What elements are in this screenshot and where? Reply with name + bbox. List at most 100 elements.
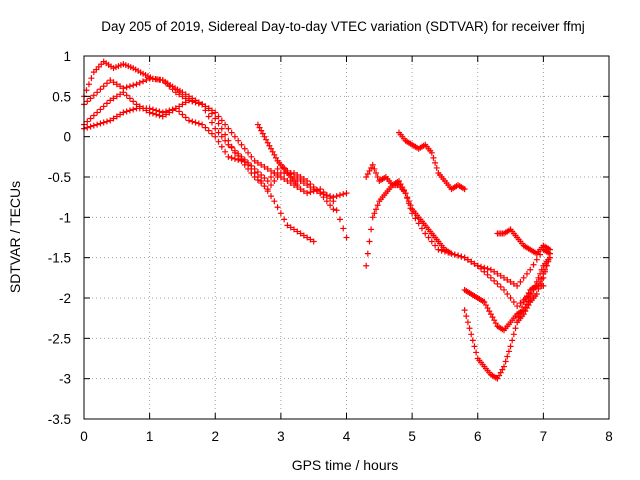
data-point [284,222,291,229]
data-point [464,256,471,263]
data-point [484,265,491,272]
data-point [484,271,491,278]
data-point [176,103,183,110]
data-point [113,113,120,120]
data-point [103,100,110,107]
data-point [268,182,275,189]
data-point [228,154,235,161]
data-point [245,159,252,166]
data-point [212,109,219,116]
data-point [422,230,429,237]
data-point [126,107,133,114]
data-point [399,184,406,191]
data-point [494,280,501,287]
data-point [533,256,540,263]
data-point [494,375,501,382]
data-point [501,286,507,293]
data-point [482,302,489,309]
data-point [468,331,475,338]
data-point [166,83,173,90]
data-point [172,105,179,112]
data-point [136,79,143,86]
marks-layer [81,58,553,382]
chart-title: Day 205 of 2019, Sidereal Day-to-day VTE… [101,19,584,34]
data-point [402,190,409,197]
data-point [94,89,101,96]
data-point [300,232,307,239]
data-point [533,278,540,285]
data-point [256,124,263,131]
data-point [537,280,544,287]
data-point [323,192,330,199]
data-point [238,141,245,148]
data-point [497,272,504,279]
data-point [428,149,435,156]
data-point [130,82,137,89]
data-point [396,178,402,185]
data-point [369,214,376,221]
data-point [215,129,222,136]
data-point [182,99,189,106]
data-point [261,183,268,190]
data-point [189,98,196,105]
data-point [235,137,242,144]
data-point [545,258,552,265]
data-point [261,163,268,170]
data-point [294,182,301,189]
data-point [430,154,437,161]
data-point [120,89,127,96]
data-point [522,296,529,303]
data-point [218,117,225,124]
x-tick-label: 8 [605,429,613,444]
series-arc-6 [363,182,553,289]
data-point [304,234,311,241]
x-tick-label: 3 [277,429,285,444]
data-point [363,262,370,269]
data-point [320,194,327,201]
data-point [159,77,166,84]
data-point [274,204,281,211]
data-point [241,156,248,163]
plot-frame [83,55,610,420]
data-point [271,178,278,185]
x-tick-label: 5 [408,429,416,444]
data-point [140,78,147,85]
data-point [491,268,498,275]
series-arc-5 [254,121,301,189]
data-point [369,161,376,168]
data-point [530,261,537,268]
data-point [215,120,222,127]
data-point [313,187,320,194]
data-point [264,178,271,185]
y-tick-label: -2 [59,291,71,306]
data-point [523,305,530,312]
data-point [264,165,271,172]
data-point [428,238,435,245]
data-point [415,220,422,227]
data-point [258,161,265,168]
data-point [156,108,163,115]
data-point [218,125,225,132]
data-point [340,191,347,198]
data-point [208,107,215,114]
data-point [172,89,179,96]
data-point [97,86,104,93]
data-point [241,161,248,168]
data-point [330,194,337,201]
data-point [107,77,114,84]
data-point [126,95,133,102]
data-point [323,198,330,205]
data-point [218,143,225,150]
data-point [471,260,478,267]
data-point [245,165,252,172]
data-point [540,270,547,277]
data-point [400,187,407,194]
data-point [235,156,242,163]
data-point [522,308,529,315]
data-point [84,98,91,105]
data-point [297,186,304,193]
data-point [466,325,473,332]
data-point [130,98,137,105]
data-point [461,307,468,314]
